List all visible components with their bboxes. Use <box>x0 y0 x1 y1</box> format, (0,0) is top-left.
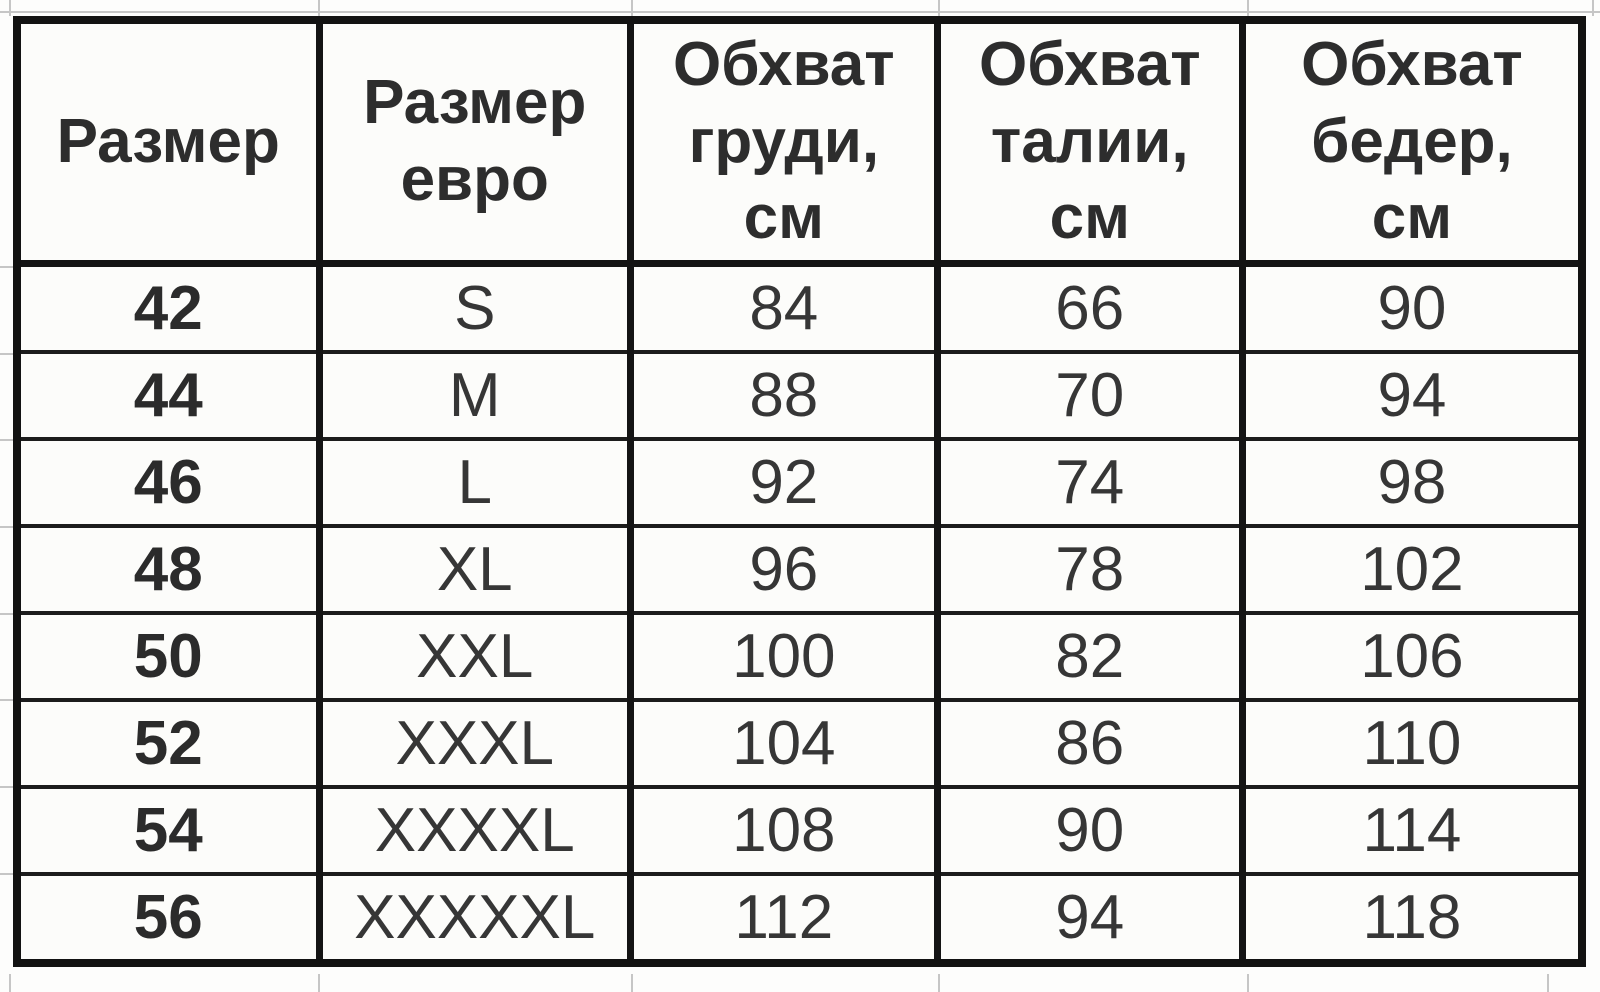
spreadsheet-gridline <box>938 974 940 992</box>
cell-euro-size: XL <box>315 524 634 613</box>
cell-size: 44 <box>13 350 323 439</box>
cell-euro-size: L <box>315 437 634 526</box>
cell-size: 42 <box>13 263 323 352</box>
spreadsheet-gridline <box>0 11 1600 13</box>
table-row: 42 S 84 66 90 <box>13 263 1586 352</box>
cell-size: 52 <box>13 698 323 787</box>
column-header-size: Размер <box>13 20 323 267</box>
cell-hips: 94 <box>1238 350 1586 439</box>
spreadsheet-gridline <box>318 974 320 992</box>
cell-chest: 104 <box>626 698 941 787</box>
cell-chest: 112 <box>626 872 941 963</box>
cell-size: 48 <box>13 524 323 613</box>
cell-hips: 90 <box>1238 263 1586 352</box>
cell-chest: 88 <box>626 350 941 439</box>
cell-chest: 84 <box>626 263 941 352</box>
spreadsheet-gridline <box>1547 974 1549 992</box>
column-header-chest: Обхват груди, см <box>626 20 941 267</box>
cell-euro-size: XXXL <box>315 698 634 787</box>
cell-waist: 74 <box>933 437 1246 526</box>
cell-hips: 114 <box>1238 785 1586 874</box>
spreadsheet-gridline <box>0 266 15 268</box>
cell-chest: 96 <box>626 524 941 613</box>
cell-size: 46 <box>13 437 323 526</box>
cell-hips: 118 <box>1238 872 1586 963</box>
spreadsheet-gridline <box>0 786 15 788</box>
spreadsheet-gridline <box>0 873 15 875</box>
cell-hips: 106 <box>1238 611 1586 700</box>
table-row: 50 XXL 100 82 106 <box>13 611 1586 700</box>
size-chart-table: Размер Размер евро Обхват груди, см Обхв… <box>13 16 1586 967</box>
cell-euro-size: M <box>315 350 634 439</box>
table-row: 46 L 92 74 98 <box>13 437 1586 526</box>
cell-hips: 98 <box>1238 437 1586 526</box>
cell-euro-size: S <box>315 263 634 352</box>
table-row: 52 XXXL 104 86 110 <box>13 698 1586 787</box>
cell-chest: 100 <box>626 611 941 700</box>
cell-waist: 94 <box>933 872 1246 963</box>
cell-size: 56 <box>13 872 323 963</box>
cell-waist: 90 <box>933 785 1246 874</box>
cell-hips: 110 <box>1238 698 1586 787</box>
column-header-hips: Обхват бедер, см <box>1238 20 1586 267</box>
column-header-waist: Обхват талии, см <box>933 20 1246 267</box>
spreadsheet-gridline <box>0 353 15 355</box>
header-row: Размер Размер евро Обхват груди, см Обхв… <box>13 20 1586 267</box>
cell-waist: 86 <box>933 698 1246 787</box>
spreadsheet-gridline <box>1592 0 1594 16</box>
table-row: 44 M 88 70 94 <box>13 350 1586 439</box>
spreadsheet-gridline <box>631 974 633 992</box>
cell-euro-size: XXL <box>315 611 634 700</box>
table-row: 54 XXXXL 108 90 114 <box>13 785 1586 874</box>
spreadsheet-gridline <box>9 0 11 16</box>
spreadsheet-gridline <box>0 439 15 441</box>
spreadsheet-gridline <box>0 526 15 528</box>
cell-waist: 78 <box>933 524 1246 613</box>
cell-waist: 66 <box>933 263 1246 352</box>
spreadsheet-gridline <box>631 0 633 16</box>
spreadsheet-gridline <box>1247 0 1249 16</box>
cell-size: 50 <box>13 611 323 700</box>
spreadsheet-gridline <box>938 0 940 16</box>
spreadsheet-gridline <box>9 974 11 992</box>
spreadsheet-gridline <box>0 699 15 701</box>
cell-euro-size: XXXXL <box>315 785 634 874</box>
cell-size: 54 <box>13 785 323 874</box>
column-header-euro-size: Размер евро <box>315 20 634 267</box>
spreadsheet-gridline <box>0 613 15 615</box>
spreadsheet-gridline <box>1247 974 1249 992</box>
cell-chest: 108 <box>626 785 941 874</box>
cell-euro-size: XXXXXL <box>315 872 634 963</box>
spreadsheet-gridline <box>318 0 320 16</box>
table-row: 48 XL 96 78 102 <box>13 524 1586 613</box>
cell-waist: 70 <box>933 350 1246 439</box>
cell-waist: 82 <box>933 611 1246 700</box>
table-row: 56 XXXXXL 112 94 118 <box>13 872 1586 963</box>
cell-chest: 92 <box>626 437 941 526</box>
cell-hips: 102 <box>1238 524 1586 613</box>
